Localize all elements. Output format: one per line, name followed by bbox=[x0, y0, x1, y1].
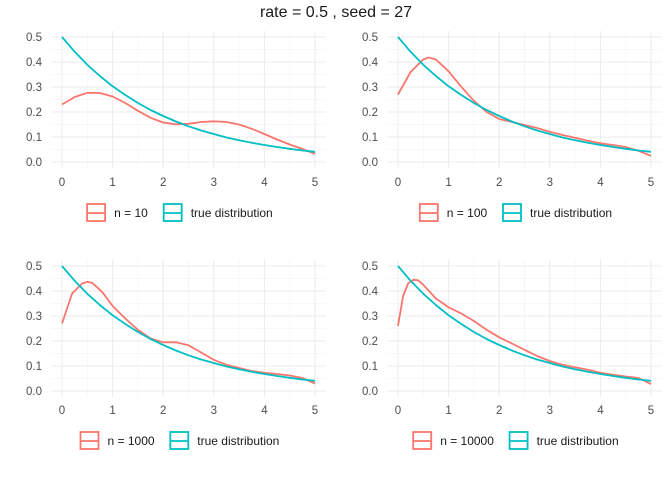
panel-1: 0 1 2 3 4 5 0.0 0.1 0.2 0.3 0.4 0.5 n = 10 true distr… bbox=[26, 31, 326, 222]
x-tick-label: 0 bbox=[59, 177, 65, 189]
legend-key-true bbox=[502, 203, 522, 222]
x-tick-label: 1 bbox=[445, 177, 451, 189]
x-tick-label: 1 bbox=[109, 405, 115, 417]
x-tick-label: 4 bbox=[261, 177, 268, 189]
figure-title: rate = 0.5 , seed = 27 bbox=[259, 4, 413, 21]
true-distribution-line bbox=[397, 265, 652, 382]
x-tick-label: 2 bbox=[496, 405, 502, 417]
legend-key-true bbox=[162, 203, 183, 222]
x-tick-label: 5 bbox=[648, 177, 654, 189]
x-tick-label: 3 bbox=[547, 405, 553, 417]
legend-label-sample: n = 10 bbox=[114, 206, 148, 220]
legend-key-sample bbox=[86, 203, 106, 222]
sample-density-line bbox=[397, 278, 652, 385]
legend-label-true: true distribution bbox=[197, 434, 279, 448]
legend-label-sample: n = 10000 bbox=[440, 434, 494, 448]
y-tick-label: 0.4 bbox=[362, 57, 379, 69]
legend-key-sample bbox=[418, 203, 439, 222]
legend-label-true: true distribution bbox=[537, 434, 619, 448]
x-tick-label: 0 bbox=[395, 405, 401, 417]
x-tick-label: 4 bbox=[597, 177, 604, 189]
y-tick-label: 0.5 bbox=[26, 261, 42, 273]
y-tick-label: 0.1 bbox=[362, 132, 378, 144]
y-tick-label: 0.2 bbox=[362, 107, 378, 119]
y-tick-label: 0.5 bbox=[362, 261, 378, 273]
x-tick-label: 3 bbox=[547, 177, 553, 189]
y-tick-label: 0.0 bbox=[26, 157, 42, 169]
y-tick-label: 0.5 bbox=[362, 32, 378, 44]
y-tick-label: 0.4 bbox=[26, 286, 43, 298]
x-tick-label: 5 bbox=[312, 405, 318, 417]
x-tick-label: 0 bbox=[59, 405, 65, 417]
x-tick-label: 3 bbox=[211, 177, 217, 189]
y-tick-label: 0.0 bbox=[26, 386, 42, 398]
x-tick-label: 4 bbox=[261, 405, 268, 417]
y-tick-label: 0.3 bbox=[26, 311, 42, 323]
legend: n = 100 true distribution bbox=[418, 203, 612, 222]
x-tick-label: 4 bbox=[597, 405, 604, 417]
legend-label-true: true distribution bbox=[191, 206, 273, 220]
y-tick-label: 0.0 bbox=[362, 157, 378, 169]
x-tick-label: 1 bbox=[445, 405, 451, 417]
sample-density-line bbox=[61, 91, 316, 155]
y-tick-label: 0.2 bbox=[26, 336, 42, 348]
y-tick-label: 0.3 bbox=[26, 82, 42, 94]
x-tick-label: 5 bbox=[312, 177, 318, 189]
x-tick-label: 2 bbox=[160, 405, 166, 417]
y-tick-label: 0.3 bbox=[362, 82, 378, 94]
y-tick-label: 0.2 bbox=[362, 336, 378, 348]
x-tick-label: 3 bbox=[211, 405, 217, 417]
x-tick-label: 5 bbox=[648, 405, 654, 417]
y-tick-label: 0.4 bbox=[26, 57, 43, 69]
panel-4: 0 1 2 3 4 5 0.0 0.1 0.2 0.3 0.4 0.5 n = 10000 true di… bbox=[362, 260, 662, 450]
true-distribution-line bbox=[397, 36, 652, 153]
legend: n = 10000 true distribution bbox=[412, 431, 619, 450]
legend-label-true: true distribution bbox=[530, 206, 612, 220]
legend-label-sample: n = 100 bbox=[447, 206, 488, 220]
legend-key-true bbox=[508, 431, 529, 450]
y-tick-label: 0.3 bbox=[362, 311, 378, 323]
y-tick-label: 0.5 bbox=[26, 32, 42, 44]
legend: n = 1000 true distribution bbox=[79, 431, 279, 450]
legend-key-sample bbox=[79, 431, 100, 450]
y-tick-label: 0.1 bbox=[26, 361, 42, 373]
true-distribution-line bbox=[61, 265, 316, 382]
sample-density-line bbox=[61, 280, 316, 385]
legend-label-sample: n = 1000 bbox=[108, 434, 155, 448]
y-tick-label: 0.0 bbox=[362, 386, 378, 398]
legend: n = 10 true distribution bbox=[86, 203, 273, 222]
y-tick-label: 0.2 bbox=[26, 107, 42, 119]
panel-2: 0 1 2 3 4 5 0.0 0.1 0.2 0.3 0.4 0.5 n = 100 true dist… bbox=[362, 31, 662, 222]
y-tick-label: 0.4 bbox=[362, 286, 379, 298]
legend-key-sample bbox=[412, 431, 433, 450]
y-tick-label: 0.1 bbox=[26, 132, 42, 144]
panel-3: 0 1 2 3 4 5 0.0 0.1 0.2 0.3 0.4 0.5 n = 1000 true dis… bbox=[26, 260, 326, 450]
x-tick-label: 1 bbox=[109, 177, 115, 189]
true-distribution-line bbox=[61, 36, 316, 153]
x-tick-label: 2 bbox=[160, 177, 166, 189]
legend-key-true bbox=[169, 431, 190, 450]
y-tick-label: 0.1 bbox=[362, 361, 378, 373]
x-tick-label: 0 bbox=[395, 177, 401, 189]
x-tick-label: 2 bbox=[496, 177, 502, 189]
